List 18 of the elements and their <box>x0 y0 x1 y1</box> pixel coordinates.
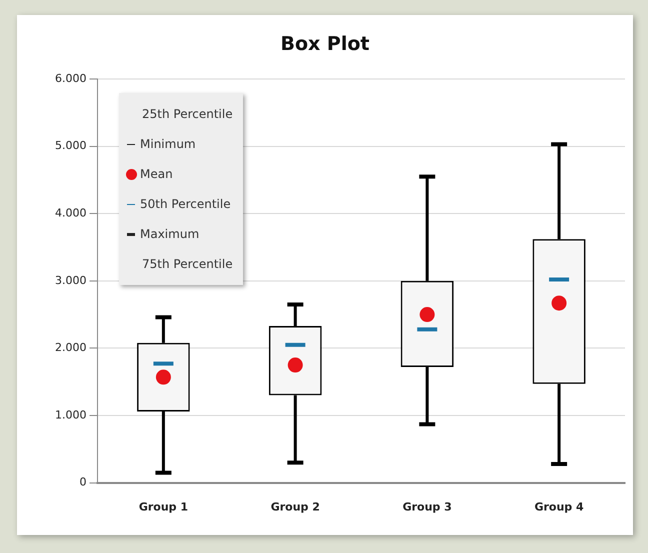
y-tick-label: 0 <box>79 476 86 489</box>
y-tick-label: 3.000 <box>54 274 86 287</box>
annotation: Mean <box>140 166 173 183</box>
x-tick-label: Group 1 <box>138 500 188 514</box>
annotation: Maximum <box>140 226 200 243</box>
chart-title: Box Plot <box>280 33 370 55</box>
x-tick-label: Group 3 <box>402 500 452 514</box>
y-tick-label: 5.000 <box>54 139 86 152</box>
x-tick-label: Group 2 <box>270 500 320 514</box>
annotation: 75th Percentile <box>142 256 233 273</box>
annotation: 25th Percentile <box>142 106 233 123</box>
y-tick-label: 2.000 <box>54 341 86 354</box>
y-tick-label: 4.000 <box>54 206 86 220</box>
y-tick-label: 1.000 <box>54 408 86 422</box>
y-tick-label: 6.000 <box>54 72 86 85</box>
annotation: 50th Percentile <box>140 196 231 213</box>
x-tick-label: Group 4 <box>534 500 584 514</box>
annotation: Minimum <box>140 136 196 153</box>
